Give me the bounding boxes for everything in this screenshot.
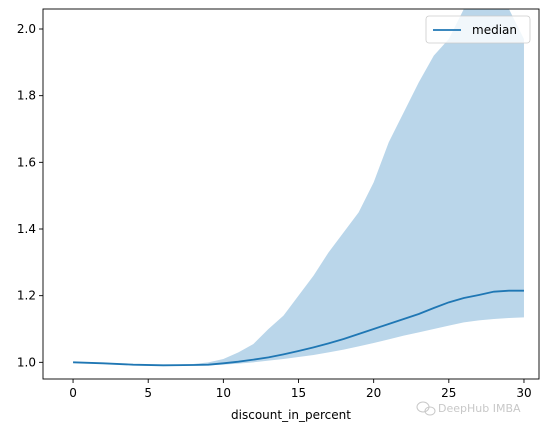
y-tick-label: 1.6: [17, 155, 36, 169]
axes-frame: [42, 8, 540, 380]
watermark-text: DeepHub IMBA: [438, 402, 521, 415]
y-axis: 1.0 1.2 1.4 1.6 1.8 2.0: [17, 22, 43, 369]
x-tick-label: 15: [291, 386, 306, 400]
x-tick-label: 5: [144, 386, 152, 400]
x-tick-label: 10: [216, 386, 231, 400]
y-tick-label: 1.4: [17, 222, 36, 236]
y-tick-label: 1.8: [17, 89, 36, 103]
y-tick-label: 2.0: [17, 22, 36, 36]
interval-band: [73, 9, 524, 366]
watermark: DeepHub IMBA: [416, 401, 521, 416]
legend-box: [425, 15, 531, 44]
x-tick-label: 20: [366, 386, 381, 400]
x-tick-label: 0: [69, 386, 77, 400]
median-line: [73, 289, 524, 367]
legend-label-median: median: [472, 23, 517, 37]
y-tick-label: 1.2: [17, 289, 36, 303]
x-axis: 0 5 10 15 20 25 30: [69, 379, 532, 400]
x-axis-label: discount_in_percent: [231, 408, 351, 422]
legend: median: [425, 15, 531, 44]
plot-area: [42, 8, 540, 380]
y-tick-label: 1.0: [17, 355, 36, 369]
x-tick-label: 25: [441, 386, 456, 400]
x-tick-label: 30: [516, 386, 531, 400]
wechat-icon: [416, 401, 436, 416]
